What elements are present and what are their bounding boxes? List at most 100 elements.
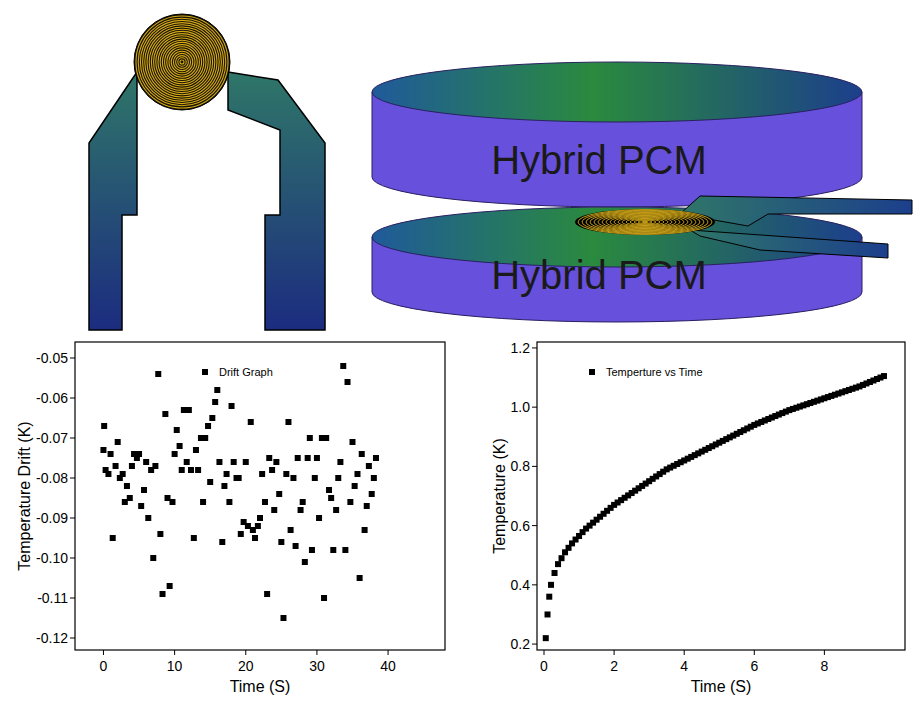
data-point [157,531,163,537]
data-point [305,455,311,461]
x-tick [316,650,317,655]
data-point [264,591,270,597]
data-point [209,415,215,421]
data-point [350,439,356,445]
data-point [113,463,119,469]
data-point [169,499,175,505]
data-point [150,555,156,561]
y-tick-label: -0.11 [37,590,68,606]
x-tick [245,650,246,655]
data-point [352,483,358,489]
sensor-ring [626,218,664,225]
sensor-ring [594,213,696,232]
sensor-ring [176,56,189,69]
legend-label: Temperture vs Time [606,366,703,378]
data-point [359,451,365,457]
x-tick-label: 8 [820,658,828,674]
data-point [162,411,168,417]
x-tick [388,650,389,655]
sensor-ring [610,216,680,229]
data-point [280,615,286,621]
sensor-disc [134,14,230,110]
data-point [108,451,114,457]
sensor-ring [582,210,708,233]
data-point [152,463,158,469]
sensor-ring [614,216,676,228]
y-tick [70,638,75,639]
data-point [252,535,258,541]
plot-frame [537,342,905,650]
sensor-leg [89,72,137,330]
data-point [155,371,161,377]
sensor-ring [590,212,700,232]
data-point [179,467,185,473]
sensor-ring [642,221,648,222]
data-point [543,635,549,641]
x-tick [103,650,104,655]
data-point [330,547,336,553]
x-tick-label: 4 [680,658,688,674]
embedded-sensor [575,196,912,258]
data-point [195,467,201,473]
data-point [207,479,213,485]
sensor-ring [638,221,652,224]
data-point [309,547,315,553]
disk-face [372,62,862,122]
sensor-ring [602,214,688,230]
y-axis-title: Temperature Drift (K) [16,421,33,570]
y-tick-label: -0.10 [36,550,68,566]
sensor-ring [156,36,208,88]
x-axis-title: Time (S) [691,678,752,695]
y-tick-label: 1.2 [511,340,531,356]
pcm-disk: Hybrid PCM [372,62,862,207]
sensor-lead [690,230,888,258]
data-point [100,447,106,453]
y-tick [70,398,75,399]
sensor-ring [145,25,219,99]
data-point [300,499,306,505]
sensor-ring [138,18,226,106]
legend: Temperture vs Time [589,366,703,378]
x-tick-label: 20 [238,658,254,674]
data-point [354,471,360,477]
sensor-ring [154,34,211,91]
x-tick [824,650,825,655]
data-points [543,373,887,641]
y-tick [70,358,75,359]
data-point [314,455,320,461]
data-point [120,471,126,477]
sensor-ring [634,220,656,224]
y-tick-label: 1.0 [511,399,531,415]
data-point [271,507,277,513]
data-point [371,475,377,481]
data-point [138,503,144,509]
data-point [200,499,206,505]
data-point [143,459,149,465]
data-point [362,527,368,533]
x-tick-label: 6 [750,658,758,674]
data-point [193,447,199,453]
figure: Hybrid PCMHybrid PCM010203040-0.12-0.11-… [0,0,917,702]
sensor-ring [586,211,704,233]
data-point [302,559,308,565]
sensor-ring [622,218,668,227]
data-point [552,570,558,576]
y-tick [532,407,537,408]
sensor-ring [167,47,197,77]
data-point [546,594,552,600]
sensor-ring [151,31,212,92]
data-point [340,363,346,369]
data-point [188,467,194,473]
data-point [186,407,192,413]
data-point [335,475,341,481]
data-point [177,443,183,449]
data-point [257,515,263,521]
data-point [366,463,372,469]
disk-label: Hybrid PCM [491,253,707,297]
y-tick-label: 0.2 [511,636,531,652]
x-tick-label: 0 [100,658,108,674]
data-point [205,423,211,429]
sensor-ring [143,23,222,102]
data-point [373,455,379,461]
data-point [559,555,565,561]
